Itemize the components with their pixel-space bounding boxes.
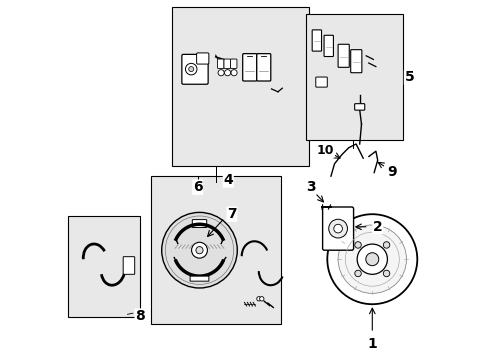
Circle shape — [162, 212, 237, 288]
Bar — [305, 14, 402, 140]
FancyBboxPatch shape — [350, 50, 361, 73]
FancyBboxPatch shape — [123, 257, 134, 274]
Text: 6: 6 — [192, 180, 202, 194]
Circle shape — [196, 247, 203, 254]
Circle shape — [356, 244, 386, 274]
FancyBboxPatch shape — [322, 207, 353, 250]
FancyBboxPatch shape — [182, 54, 208, 84]
Text: 7: 7 — [226, 207, 236, 221]
FancyBboxPatch shape — [315, 77, 326, 87]
Circle shape — [354, 242, 361, 248]
Circle shape — [365, 253, 378, 266]
Text: 9: 9 — [386, 165, 396, 179]
FancyBboxPatch shape — [311, 30, 321, 51]
Bar — [68, 216, 140, 317]
FancyBboxPatch shape — [196, 53, 208, 64]
FancyBboxPatch shape — [217, 59, 224, 68]
Circle shape — [337, 225, 406, 293]
Circle shape — [256, 297, 261, 301]
Circle shape — [185, 63, 197, 75]
Text: 4: 4 — [223, 173, 233, 187]
FancyBboxPatch shape — [230, 59, 237, 68]
FancyBboxPatch shape — [324, 35, 333, 57]
Circle shape — [328, 219, 347, 238]
Circle shape — [230, 69, 237, 76]
FancyBboxPatch shape — [256, 54, 270, 81]
FancyBboxPatch shape — [192, 220, 206, 228]
Circle shape — [354, 270, 361, 277]
FancyBboxPatch shape — [242, 54, 256, 81]
Text: 2: 2 — [372, 220, 382, 234]
Circle shape — [259, 297, 264, 301]
FancyBboxPatch shape — [224, 59, 230, 68]
Circle shape — [326, 214, 416, 304]
Circle shape — [333, 224, 342, 233]
Bar — [172, 7, 309, 166]
FancyBboxPatch shape — [337, 44, 348, 67]
Circle shape — [188, 67, 193, 72]
Bar — [151, 176, 280, 324]
Circle shape — [228, 59, 236, 67]
Text: 10: 10 — [316, 144, 334, 157]
Circle shape — [224, 69, 230, 76]
Text: 1: 1 — [366, 337, 376, 351]
FancyBboxPatch shape — [190, 276, 208, 281]
Text: 3: 3 — [305, 180, 315, 194]
FancyBboxPatch shape — [354, 104, 364, 110]
Circle shape — [383, 270, 389, 277]
Circle shape — [218, 69, 224, 76]
Text: 5: 5 — [404, 71, 413, 84]
Text: 8: 8 — [135, 309, 144, 323]
Circle shape — [383, 242, 389, 248]
Circle shape — [191, 242, 207, 258]
